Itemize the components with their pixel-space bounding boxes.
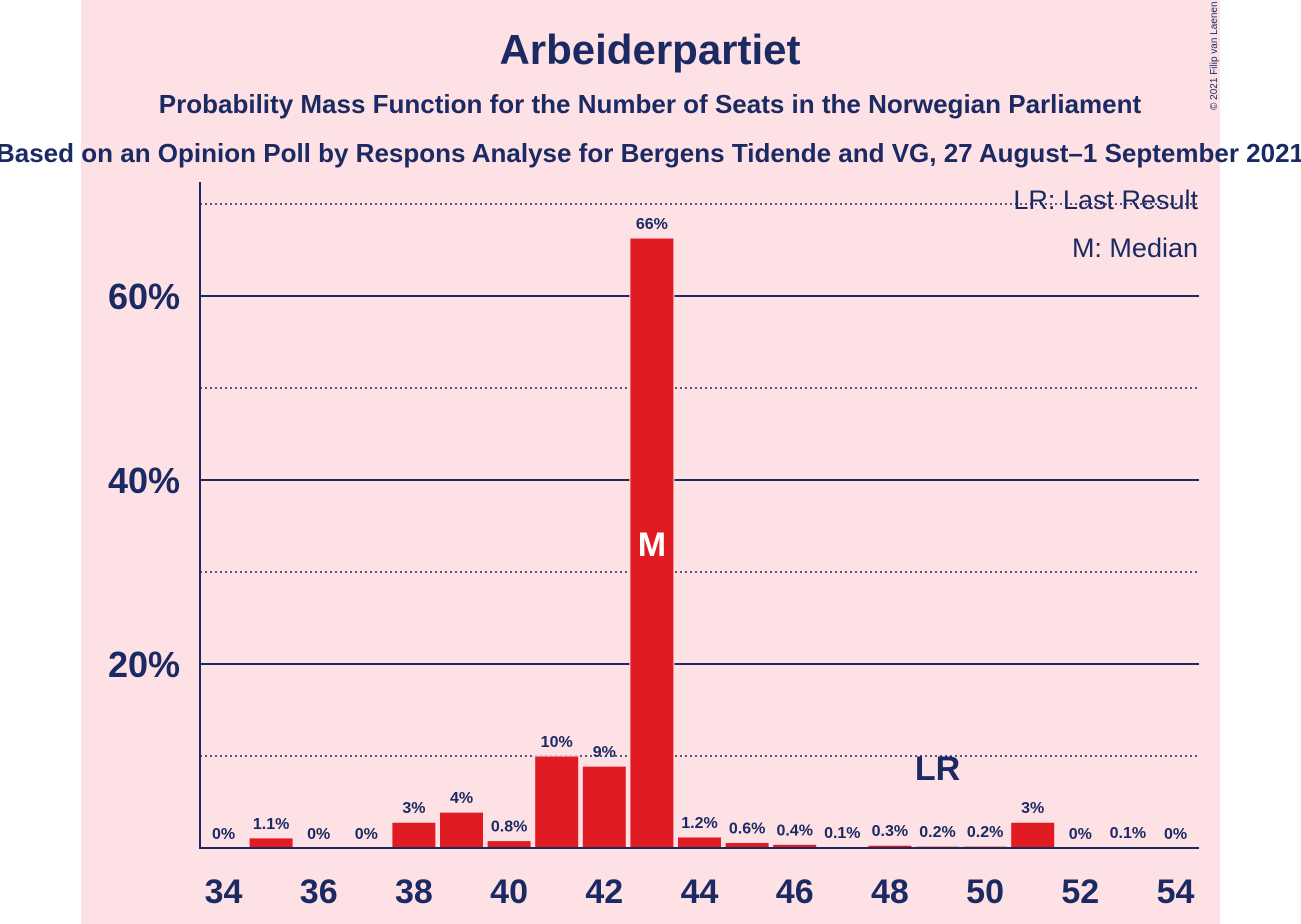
x-tick-label: 46 xyxy=(776,873,814,911)
copyright-note: © 2021 Filip van Laenen xyxy=(1209,1,1220,110)
x-tick-label: 40 xyxy=(490,873,528,911)
x-tick-label: 44 xyxy=(681,873,719,911)
data-label: 0% xyxy=(1069,826,1092,843)
bar-seat-35 xyxy=(248,837,294,849)
data-label: 0.2% xyxy=(967,824,1003,841)
bar-seat-41 xyxy=(534,755,580,849)
legend-median: M: Median xyxy=(1072,233,1198,263)
bars xyxy=(248,237,1151,849)
data-label: 0.6% xyxy=(729,820,765,837)
y-tick-label: 60% xyxy=(108,276,180,317)
data-labels: 0% 1.1% 0% 0% 3% 4% 0.8% 10% 9% 66% 1.2% 0.6% 0.4% 0.… xyxy=(212,216,1187,843)
data-label: 0.1% xyxy=(1110,825,1146,842)
chart-title: Arbeiderpartiet xyxy=(499,26,800,73)
x-tick-label: 48 xyxy=(871,873,909,911)
y-tick-label: 40% xyxy=(108,460,180,501)
x-tick-label: 54 xyxy=(1157,873,1195,911)
median-marker: M xyxy=(638,526,666,564)
data-label: 0% xyxy=(355,826,378,843)
x-tick-label: 52 xyxy=(1061,873,1099,911)
data-label: 0% xyxy=(1164,826,1187,843)
data-label: 1.1% xyxy=(253,816,289,833)
axes: 20% 40% 60% 34 36 38 40 42 44 46 48 50 52 54 xyxy=(108,182,1199,911)
last-result-marker: LR xyxy=(915,750,960,788)
data-label: 3% xyxy=(1021,800,1044,817)
data-label: 0% xyxy=(307,826,330,843)
x-tick-label: 38 xyxy=(395,873,433,911)
data-label: 0.1% xyxy=(824,825,860,842)
data-label: 1.2% xyxy=(681,815,717,832)
legend-last-result: LR: Last Result xyxy=(1013,185,1198,215)
x-tick-label: 42 xyxy=(585,873,623,911)
bar-seat-44 xyxy=(677,836,722,849)
bar-seat-42 xyxy=(581,765,627,849)
data-label: 3% xyxy=(402,800,425,817)
data-label: 0.3% xyxy=(872,823,908,840)
data-label: 4% xyxy=(450,790,473,807)
bar-seat-38 xyxy=(391,821,437,849)
gridlines xyxy=(200,203,1199,757)
data-label: 9% xyxy=(593,744,616,761)
bar-seat-39 xyxy=(439,811,484,849)
chart-source: Based on an Opinion Poll by Respons Anal… xyxy=(0,138,1301,168)
bar-seat-51 xyxy=(1010,821,1056,849)
x-tick-label: 50 xyxy=(966,873,1004,911)
x-tick-label: 36 xyxy=(300,873,338,911)
chart-subtitle: Probability Mass Function for the Number… xyxy=(159,89,1142,119)
data-label: 0% xyxy=(212,826,235,843)
data-label: 66% xyxy=(636,216,668,233)
bar-seat-40 xyxy=(486,840,532,849)
x-tick-label: 34 xyxy=(205,873,243,911)
data-label: 10% xyxy=(541,734,573,751)
y-tick-label: 20% xyxy=(108,644,180,685)
data-label: 0.2% xyxy=(919,824,955,841)
data-label: 0.4% xyxy=(776,822,812,839)
data-label: 0.8% xyxy=(491,819,527,836)
bar-seat-43 xyxy=(629,237,675,849)
